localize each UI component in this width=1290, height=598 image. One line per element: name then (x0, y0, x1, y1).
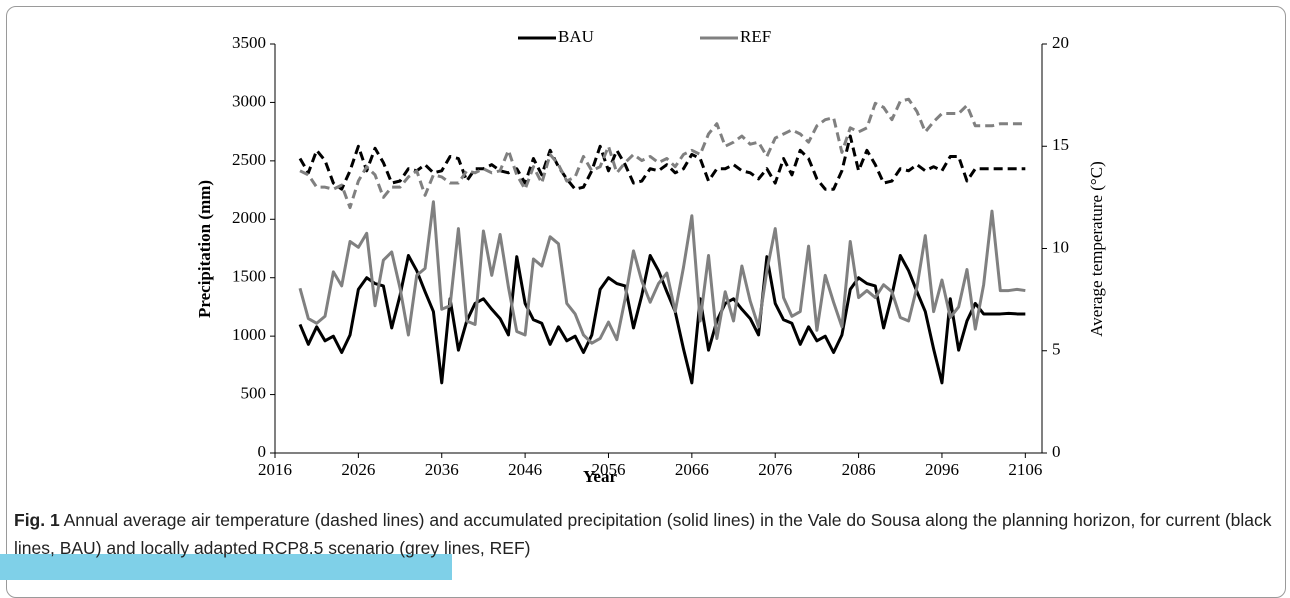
y-tick-label: 3500 (232, 33, 266, 52)
y2-tick-label: 20 (1052, 33, 1069, 52)
x-axis-label: Year (583, 467, 617, 486)
caption-text: Annual average air temperature (dashed l… (14, 510, 1272, 558)
y-axis-label: Precipitation (mm) (195, 180, 214, 318)
caption: Fig. 1 Annual average air temperature (d… (14, 506, 1276, 562)
y2-axis-label: Average temperature (°C) (1087, 161, 1106, 336)
y-tick-label: 2500 (232, 150, 266, 169)
y-tick-label: 1500 (232, 267, 266, 286)
x-tick-label: 2086 (842, 460, 876, 479)
text-selection (0, 554, 452, 580)
dashed-line (298, 134, 1026, 191)
legend-label: BAU (558, 27, 594, 46)
y-tick-label: 1000 (232, 325, 266, 344)
caption-label: Fig. 1 (14, 510, 60, 530)
y2-tick-label: 5 (1052, 340, 1061, 359)
chart: Year Precipitation (mm) Average temperat… (195, 27, 1106, 486)
line (298, 200, 1026, 345)
y2-tick-label: 10 (1052, 237, 1069, 256)
x-tick-label: 2036 (425, 460, 459, 479)
x-tick-label: 2076 (758, 460, 792, 479)
dashed-line (299, 97, 1026, 210)
x-tick-label: 2046 (508, 460, 542, 479)
page: {"chart_data": {"type": "line", "ylabel"… (0, 6, 1286, 598)
y-tick-label: 0 (258, 442, 267, 461)
y-tick-label: 3000 (232, 91, 266, 110)
x-tick-label: 2106 (1008, 460, 1042, 479)
legend-label: REF (740, 27, 771, 46)
y2-tick-label: 0 (1052, 442, 1061, 461)
x-tick-label: 2026 (341, 460, 375, 479)
y2-tick-label: 15 (1052, 135, 1069, 154)
x-tick-label: 2056 (591, 460, 625, 479)
y-tick-label: 2000 (232, 208, 266, 227)
x-tick-label: 2096 (925, 460, 959, 479)
y-tick-label: 500 (241, 383, 267, 402)
line (298, 254, 1026, 385)
x-tick-label: 2016 (258, 460, 292, 479)
x-tick-label: 2066 (675, 460, 709, 479)
